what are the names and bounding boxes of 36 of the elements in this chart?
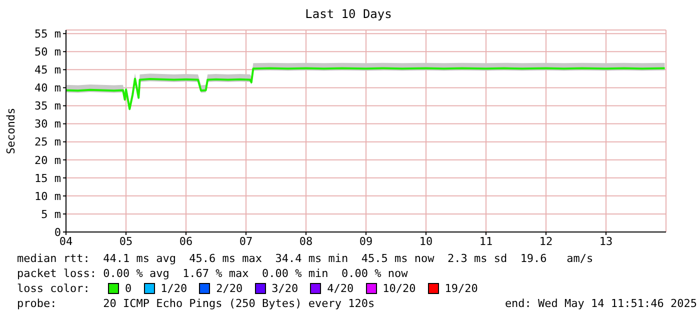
text: packet loss: 0.00 % avg 1.67 % max 0.00 % min 0.00 % now: [17, 266, 409, 281]
y-tick-label: 45 m: [34, 64, 62, 77]
legend-label: 2/20: [216, 281, 243, 296]
text: probe: 20 ICMP Echo Pings (250 Bytes) every 120s: [17, 296, 376, 311]
x-tick-label: 07: [239, 234, 253, 248]
legend-label: 3/20: [272, 281, 298, 296]
y-tick-label: 55 m: [34, 28, 62, 41]
legend-label: 1/20: [160, 281, 188, 296]
x-tick-label: 08: [299, 234, 313, 248]
y-tick-label: 30 m: [34, 118, 62, 131]
y-tick-label: 35 m: [34, 100, 62, 113]
y-axis-title: Seconds: [4, 108, 18, 154]
legend-label: 0: [125, 281, 132, 296]
y-tick-label: 5 m: [41, 208, 62, 221]
y-tick-label: 15 m: [34, 172, 62, 185]
y-tick-label: 25 m: [34, 136, 62, 149]
y-tick-label: 0: [54, 226, 61, 239]
text: median rtt: 44.1 ms avg 45.6 ms max 34.4 ms min 45.5 ms now 2.3 ms sd 19.6 am/s: [17, 251, 594, 266]
text: end: Wed May 14 11:51:46 2025: [504, 296, 697, 311]
x-tick-label: 10: [419, 234, 433, 248]
legend-label: 4/20: [327, 281, 354, 296]
legend-label: 19/20: [444, 281, 478, 296]
x-tick-label: 13: [599, 234, 613, 248]
chart-title: Last 10 Days: [304, 7, 393, 21]
legend-title: loss color:: [17, 281, 91, 296]
x-tick-label: 06: [179, 234, 193, 248]
legend-label: 10/20: [382, 281, 416, 296]
x-tick-label: 05: [119, 234, 133, 248]
x-tick-label: 04: [59, 234, 73, 248]
y-tick-label: 10 m: [34, 190, 62, 203]
x-tick-label: 11: [479, 234, 493, 248]
y-tick-label: 20 m: [34, 154, 62, 167]
x-tick-label: 09: [359, 234, 373, 248]
x-tick-label: 12: [539, 234, 553, 248]
y-tick-label: 40 m: [34, 82, 62, 95]
y-tick-label: 50 m: [34, 46, 62, 59]
